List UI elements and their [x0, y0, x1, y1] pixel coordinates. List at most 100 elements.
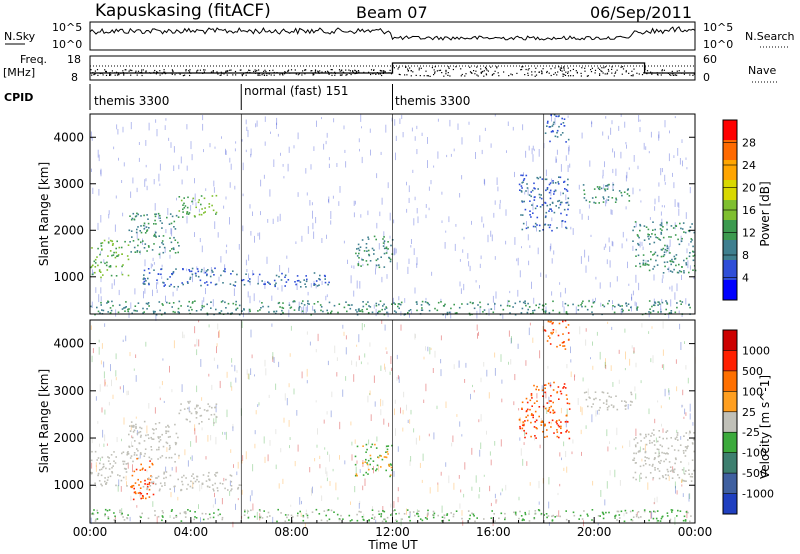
echo-cell: [567, 204, 570, 206]
echo-cell: [536, 385, 538, 388]
speckle: [209, 143, 211, 148]
echo-cell: [563, 180, 566, 183]
echo-cell: [146, 487, 149, 489]
echo-cell: [394, 509, 396, 511]
echo-cell: [670, 236, 672, 238]
speckle: [479, 487, 481, 492]
freq-dot: [317, 70, 319, 72]
speckle: [590, 357, 591, 360]
echo-cell: [144, 479, 146, 482]
speckle: [222, 431, 223, 435]
echo-cell: [326, 509, 329, 512]
freq-dot: [263, 70, 265, 72]
speckle: [409, 419, 411, 424]
echo-cell: [134, 482, 137, 484]
freq-dot: [531, 71, 533, 73]
speckle: [425, 383, 427, 392]
echo-cell: [327, 509, 330, 511]
echo-cell: [553, 121, 555, 124]
speckle: [557, 492, 559, 496]
speckle: [199, 238, 201, 243]
echo-cell: [680, 240, 683, 242]
speckle: [327, 360, 329, 366]
echo-cell: [670, 312, 672, 314]
freq-dot: [384, 70, 386, 73]
echo-cell: [370, 446, 372, 448]
speckle: [218, 276, 220, 282]
speckle: [650, 358, 652, 363]
echo-cell: [644, 456, 646, 458]
speckle: [394, 119, 396, 126]
echo-cell: [654, 511, 656, 513]
speckle: [283, 176, 285, 179]
speckle: [104, 379, 106, 387]
echo-cell: [540, 194, 542, 196]
echo-cell: [365, 451, 367, 453]
echo-cell: [677, 509, 679, 512]
speckle: [480, 377, 482, 383]
speckle: [100, 278, 102, 283]
echo-cell: [208, 405, 211, 408]
echo-cell: [539, 206, 542, 208]
speckle: [246, 369, 248, 375]
echo-cell: [392, 510, 395, 512]
echo-cell: [161, 455, 164, 457]
echo-cell: [143, 274, 145, 276]
echo-cell: [533, 517, 536, 519]
echo-cell: [106, 479, 109, 481]
freq-dot: [220, 74, 222, 76]
echo-cell: [117, 311, 120, 314]
echo-cell: [683, 515, 686, 518]
echo-cell: [132, 240, 135, 242]
echo-cell: [162, 445, 165, 448]
speckle: [279, 265, 281, 272]
echo-cell: [244, 510, 246, 513]
echo-cell: [691, 476, 694, 478]
freq-dot: [485, 74, 488, 76]
speckle: [114, 516, 116, 520]
speckle: [406, 181, 407, 186]
speckle: [548, 477, 550, 485]
echo-cell: [654, 452, 657, 454]
echo-cell: [215, 211, 218, 214]
speckle: [136, 430, 138, 436]
speckle: [639, 188, 641, 192]
freq-dot: [172, 71, 174, 73]
echo-cell: [146, 486, 149, 488]
freq-dot: [591, 67, 593, 69]
freq-dot: [249, 72, 251, 74]
speckle: [520, 448, 522, 456]
echo-cell: [442, 305, 445, 307]
echo-cell: [148, 483, 150, 485]
freq-dot: [92, 72, 94, 74]
echo-cell: [165, 471, 168, 473]
freq-dot: [339, 70, 341, 72]
speckle: [549, 246, 551, 252]
freq-dot: [425, 70, 427, 72]
echo-cell: [533, 309, 536, 312]
echo-cell: [558, 322, 561, 325]
freq-dot: [601, 67, 603, 69]
speckle: [537, 247, 539, 255]
frequency-panel: Freq. [MHz] 18 8 60 0 Nave: [3, 53, 778, 84]
speckle: [685, 298, 687, 305]
speckle: [563, 467, 565, 471]
echo-cell: [552, 331, 554, 334]
colorbar-swatch: [723, 260, 737, 281]
echo-cell: [274, 284, 276, 286]
echo-cell: [561, 117, 563, 120]
echo-cell: [414, 514, 416, 517]
freq-dot: [118, 74, 120, 76]
echo-cell: [686, 446, 689, 448]
speckle: [393, 219, 395, 224]
echo-cell: [674, 234, 677, 236]
echo-cell: [152, 481, 155, 483]
speckle: [660, 405, 662, 409]
speckle: [385, 124, 387, 133]
echo-cell: [520, 174, 522, 177]
echo-cell: [136, 212, 138, 215]
echo-cell: [207, 269, 209, 271]
speckle: [395, 248, 397, 254]
echo-cell: [169, 488, 171, 490]
speckle: [648, 151, 650, 154]
